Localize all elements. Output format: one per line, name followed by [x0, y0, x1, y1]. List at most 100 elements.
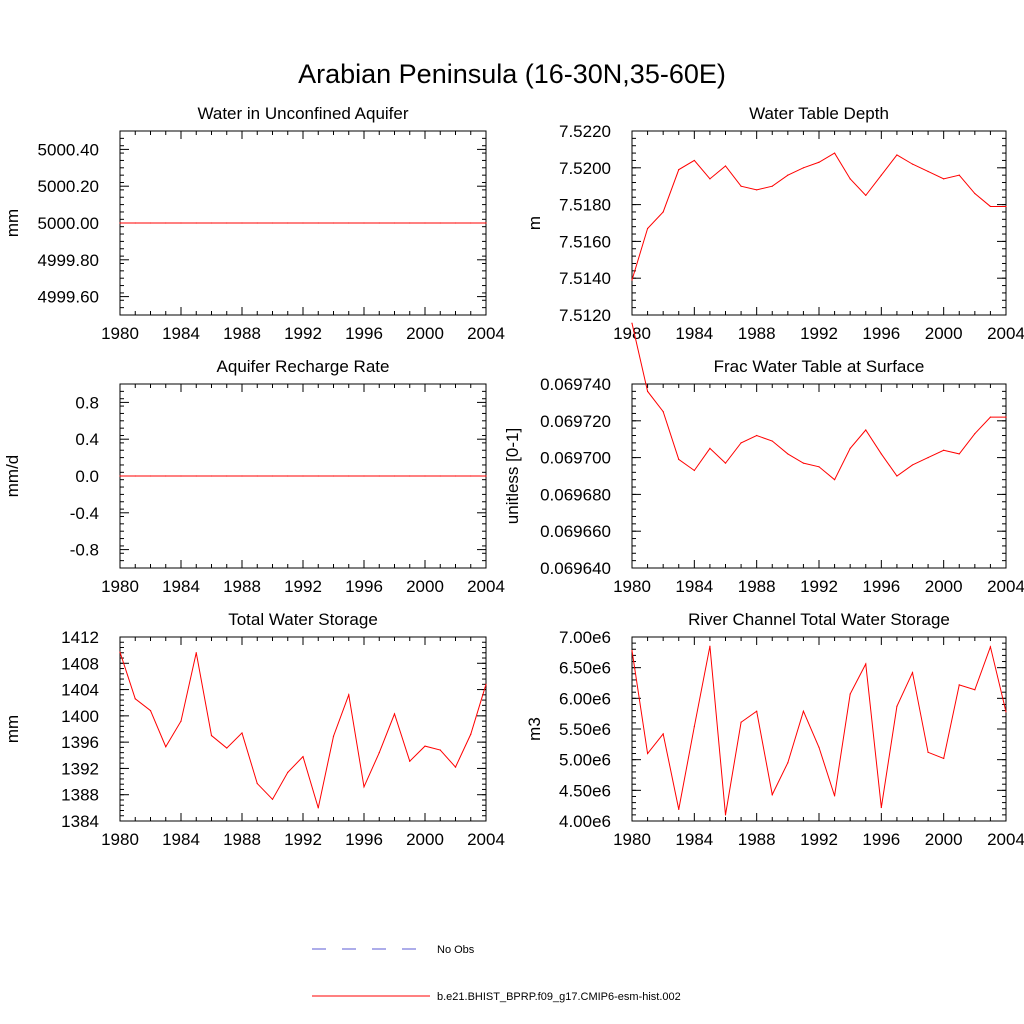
- frac-water-table-data-point: [865, 429, 867, 431]
- frac-water-table-data-point: [802, 462, 805, 464]
- frac-water-table-data-point: [678, 458, 680, 461]
- aquifer-water-data-point: [332, 222, 335, 224]
- frac-water-table-y-tick-label: 0.069660: [540, 522, 611, 541]
- frac-water-table-data-point: [989, 416, 992, 418]
- aquifer-water-data-point: [485, 222, 487, 224]
- recharge-rate-data-point: [119, 475, 121, 477]
- water-table-depth-data-point: [771, 185, 773, 187]
- aquifer-water-x-tick-label: 1992: [284, 324, 322, 343]
- river-storage-data-point: [896, 705, 898, 707]
- total-water-storage-ylabel: mm: [3, 715, 22, 743]
- aquifer-water-data-point: [393, 222, 396, 224]
- figure-title: Arabian Peninsula (16-30N,35-60E): [298, 59, 726, 89]
- recharge-rate-data-point: [393, 475, 396, 477]
- water-table-depth-y-tick-label: 7.5180: [559, 196, 611, 215]
- recharge-rate-data-point: [424, 475, 426, 477]
- river-storage-data-point: [787, 762, 789, 764]
- river-storage-title: River Channel Total Water Storage: [688, 610, 950, 629]
- river-storage-data-point: [709, 645, 711, 647]
- river-storage-x-tick-label: 1992: [800, 830, 838, 849]
- water-table-depth-data-point: [818, 161, 820, 163]
- aquifer-water-data-point: [439, 222, 441, 224]
- total-water-storage-data-point: [195, 652, 197, 654]
- total-water-storage-data-point: [256, 782, 258, 785]
- frac-water-table-data-point: [631, 322, 633, 324]
- aquifer-water-x-tick-label: 2000: [406, 324, 444, 343]
- frac-water-table-data-point: [958, 453, 960, 455]
- frac-water-table-x-tick-label: 1996: [862, 577, 900, 596]
- aquifer-water-y-tick-label: 5000.40: [38, 140, 99, 159]
- water-table-depth-data-point: [989, 205, 992, 208]
- recharge-rate-y-tick-label: 0.8: [75, 393, 99, 412]
- water-table-depth-ylabel: m: [525, 216, 544, 230]
- river-storage-data-point: [662, 733, 664, 735]
- frac-water-table-ylabel: unitless [0-1]: [503, 428, 522, 524]
- water-table-depth-data-point: [646, 227, 649, 230]
- river-storage-data-point: [865, 663, 867, 665]
- total-water-storage-data-point: [119, 651, 121, 653]
- total-water-storage-y-tick-label: 1384: [61, 812, 99, 831]
- total-water-storage-data-point: [485, 683, 487, 685]
- total-water-storage-data-point: [470, 733, 472, 735]
- frac-water-table-data-point: [833, 479, 836, 481]
- frac-water-table-data-point: [724, 462, 727, 464]
- total-water-storage-x-tick-label: 1992: [284, 830, 322, 849]
- aquifer-water-x-tick-label: 1996: [345, 324, 383, 343]
- aquifer-water-data-point: [134, 222, 136, 224]
- total-water-storage-data-point: [165, 746, 167, 748]
- river-storage-data-point: [678, 808, 680, 810]
- recharge-rate-x-tick-label: 1980: [101, 577, 139, 596]
- water-table-depth-series-line: [631, 152, 1006, 281]
- water-table-depth-x-tick-label: 1992: [800, 324, 838, 343]
- total-water-storage-y-tick-label: 1392: [61, 759, 99, 778]
- water-table-depth-data-point: [849, 178, 851, 180]
- aquifer-water-data-point: [210, 222, 213, 224]
- water-table-depth-data-point: [1005, 205, 1007, 208]
- total-water-storage-data-point: [317, 807, 319, 809]
- legend-label-model: b.e21.BHIST_BPRP.f09_g17.CMIP6-esm-hist.…: [437, 991, 681, 1003]
- aquifer-water-data-point: [256, 222, 258, 224]
- total-water-storage-data-point: [393, 713, 396, 715]
- river-storage-data-point: [958, 684, 960, 686]
- aquifer-water-data-point: [424, 222, 426, 224]
- frac-water-table-data-point: [662, 411, 664, 413]
- aquifer-water-x-tick-label: 1984: [162, 324, 200, 343]
- frac-water-table-x-tick-label: 1980: [613, 577, 651, 596]
- aquifer-water-data-point: [180, 222, 182, 224]
- total-water-storage-data-point: [454, 766, 457, 768]
- recharge-rate-data-point: [271, 475, 274, 477]
- river-storage-x-tick-label: 2000: [925, 830, 963, 849]
- total-water-storage-data-point: [363, 786, 365, 788]
- recharge-rate-data-point: [348, 475, 350, 477]
- total-water-storage-data-point: [287, 771, 289, 773]
- recharge-rate-x-tick-label: 1992: [284, 577, 322, 596]
- frac-water-table-data-point: [974, 433, 976, 435]
- total-water-storage-x-tick-label: 2004: [467, 830, 505, 849]
- water-table-depth-data-point: [678, 169, 680, 171]
- recharge-rate-data-point: [195, 475, 197, 477]
- recharge-rate-data-point: [180, 475, 182, 477]
- river-storage-y-tick-label: 7.00e6: [559, 628, 611, 647]
- recharge-rate-y-tick-label: -0.4: [70, 504, 99, 523]
- total-water-storage-data-point: [424, 745, 426, 747]
- total-water-storage-data-point: [241, 732, 243, 734]
- water-table-depth-x-tick-label: 2004: [987, 324, 1024, 343]
- aquifer-water-data-point: [165, 222, 167, 224]
- river-storage-data-point: [974, 689, 976, 691]
- river-storage-y-tick-label: 4.50e6: [559, 781, 611, 800]
- aquifer-water-data-point: [378, 222, 380, 224]
- frac-water-table-x-tick-label: 2000: [925, 577, 963, 596]
- total-water-storage-data-point: [378, 752, 380, 754]
- water-table-depth-y-tick-label: 7.5160: [559, 232, 611, 251]
- river-storage-data-point: [740, 721, 742, 723]
- river-storage-data-point: [693, 725, 695, 728]
- total-water-storage-data-point: [226, 747, 228, 749]
- frac-water-table-x-tick-label: 1984: [675, 577, 713, 596]
- recharge-rate-title: Aquifer Recharge Rate: [217, 357, 390, 376]
- frac-water-table-title: Frac Water Table at Surface: [714, 357, 925, 376]
- river-storage-data-point: [849, 693, 851, 695]
- water-table-depth-data-point: [880, 174, 882, 176]
- frac-water-table-x-tick-label: 1992: [800, 577, 838, 596]
- total-water-storage-data-point: [409, 760, 411, 762]
